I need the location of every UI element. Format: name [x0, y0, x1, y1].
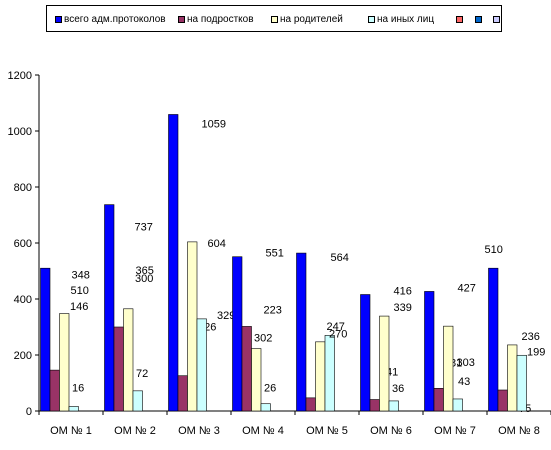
legend-swatch-parents [271, 15, 278, 23]
bar [360, 294, 371, 412]
data-label: 551 [266, 248, 284, 260]
data-label: 16 [72, 383, 84, 395]
data-label: 223 [264, 305, 282, 317]
bar [40, 267, 51, 412]
data-label: 348 [72, 270, 90, 282]
x-tick-label: ОМ № 2 [114, 425, 156, 437]
legend-item-others: на иных лиц [368, 13, 435, 25]
bar [104, 204, 115, 412]
data-label: 36 [392, 383, 404, 395]
bar [433, 388, 444, 412]
legend-item-parents: на родителей [271, 13, 343, 25]
legend-item-extra-1 [456, 14, 465, 24]
data-label: 300 [135, 273, 153, 285]
data-label: 199 [527, 346, 545, 358]
data-label: 26 [264, 383, 276, 395]
x-tick-label: ОМ № 5 [306, 425, 348, 437]
data-label: 329 [217, 310, 235, 322]
data-label: 365 [136, 265, 154, 277]
data-label: 604 [208, 238, 226, 250]
bar [59, 313, 70, 412]
y-tick-label: 400 [14, 294, 32, 306]
bar [232, 256, 243, 412]
x-tick-label: ОМ № 4 [242, 425, 284, 437]
bar [123, 308, 134, 412]
bar [49, 369, 60, 412]
data-label: 270 [329, 328, 347, 340]
y-tick-label: 200 [14, 350, 32, 362]
y-tick-label: 600 [14, 238, 32, 250]
bar [113, 326, 124, 412]
legend-item-total: всего адм.протоколов [55, 13, 166, 25]
legend-swatch-total [55, 15, 62, 23]
legend-item-teens: на подростков [178, 13, 254, 25]
y-tick-label: 0 [26, 406, 32, 418]
bar [132, 390, 143, 412]
data-label: 510 [485, 244, 503, 256]
legend-label-total: всего адм.протоколов [64, 13, 166, 25]
data-label: 1059 [202, 118, 226, 130]
bar [488, 267, 499, 412]
data-label: 737 [135, 222, 153, 234]
legend-swatch-extra-3 [493, 15, 500, 23]
bar [452, 398, 463, 412]
data-label: 510 [71, 285, 89, 297]
y-tick-label: 800 [14, 182, 32, 194]
bar [196, 318, 207, 412]
x-tick-label: ОМ № 3 [178, 425, 220, 437]
bar [388, 400, 399, 412]
bar [187, 241, 198, 412]
data-label: 427 [458, 282, 476, 294]
x-tick-label: ОМ № 7 [434, 425, 476, 437]
legend-swatch-extra-2 [475, 15, 482, 23]
legend-swatch-others [368, 15, 375, 23]
bar [68, 406, 79, 412]
x-tick-label: ОМ № 1 [50, 425, 92, 437]
bar [497, 389, 508, 412]
bar [379, 315, 390, 412]
legend-item-extra-3 [493, 14, 502, 24]
legend-label-others: на иных лиц [377, 13, 435, 25]
data-label: 302 [254, 332, 272, 344]
y-tick-label: 1000 [8, 126, 32, 138]
bar [369, 399, 380, 412]
legend-item-extra-2 [475, 14, 484, 24]
data-label: 416 [394, 286, 412, 298]
bar [324, 335, 335, 412]
bar [260, 403, 271, 412]
bar [305, 397, 316, 412]
chart-legend: всего адм.протоколов на подростков на ро… [46, 5, 502, 32]
data-label: 247 [327, 321, 345, 333]
data-label: 339 [394, 302, 412, 314]
bar [443, 325, 454, 412]
bar [241, 326, 252, 412]
bar [507, 344, 518, 412]
bar [251, 348, 262, 412]
data-label: 146 [70, 301, 88, 313]
legend-swatch-teens [178, 15, 185, 23]
data-label: 43 [458, 376, 470, 388]
legend-label-parents: на родителей [280, 13, 343, 25]
bar [424, 291, 435, 412]
bar [315, 341, 326, 412]
bar [296, 252, 307, 412]
data-label: 72 [136, 368, 148, 380]
data-label: 236 [522, 331, 540, 343]
y-tick-label: 1200 [8, 70, 32, 82]
x-tick-label: ОМ № 8 [498, 425, 540, 437]
x-tick-label: ОМ № 6 [370, 425, 412, 437]
bar [177, 375, 188, 412]
data-label: 303 [457, 357, 475, 369]
bar [516, 354, 527, 412]
legend-swatch-extra-1 [456, 15, 463, 23]
legend-label-teens: на подростков [187, 13, 254, 25]
bar [168, 114, 179, 412]
data-label: 564 [331, 252, 349, 264]
